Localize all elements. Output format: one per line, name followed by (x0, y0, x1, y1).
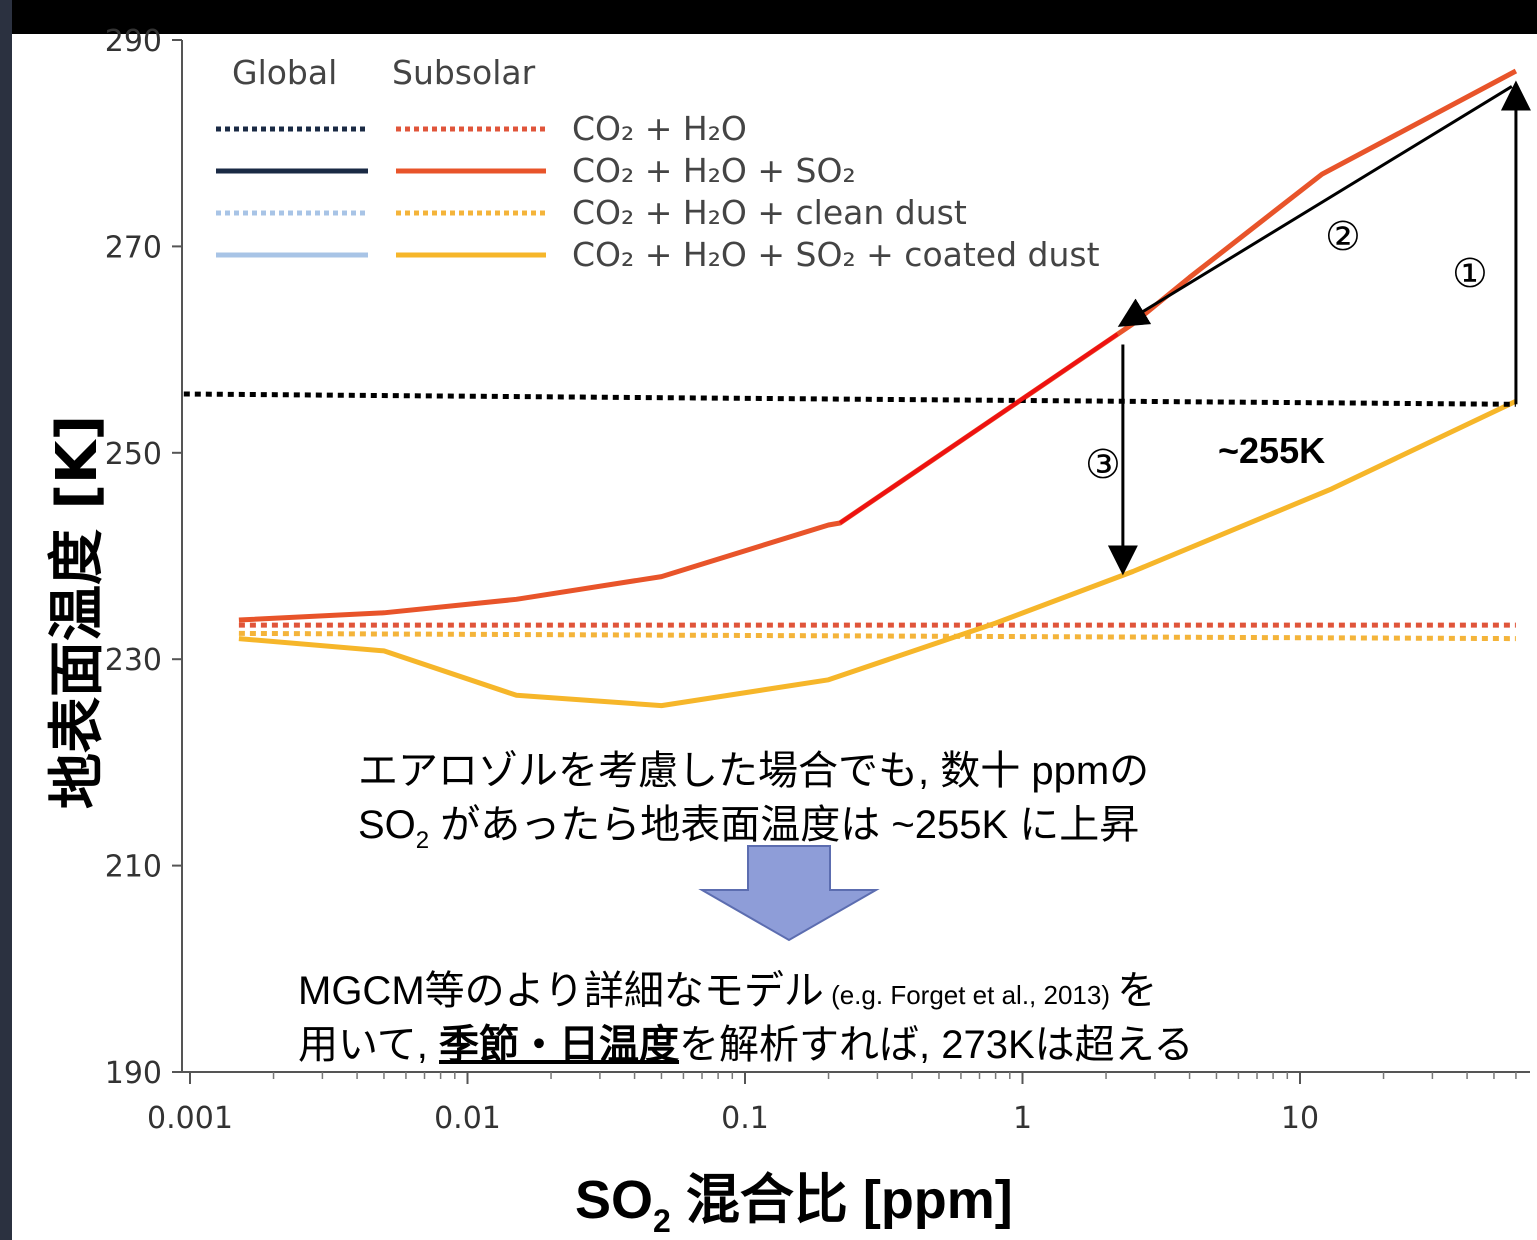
series-coated_dust (238, 398, 1517, 709)
arrow-layer (1107, 80, 1531, 576)
x-tick-label: 10 (1281, 1101, 1319, 1136)
arrow-label-2: ② (1325, 214, 1361, 260)
y-tick-label: 270 (105, 230, 162, 265)
y-tick-label: 210 (105, 850, 162, 885)
arrow-2 (1117, 85, 1513, 327)
arrow-label-1: ① (1452, 251, 1488, 297)
annotation-line-3: MGCM等のより詳細なモデル (e.g. Forget et al., 2013… (298, 969, 1157, 1013)
series-layer (183, 68, 1518, 709)
x-tick-label: 0.001 (147, 1101, 233, 1136)
annotation-line-2: SO2 があったら地表面温度は ~255K に上昇 (358, 803, 1139, 854)
axis-ticks: 290 270 250 230 210 190 0.001 0.01 0.1 1 10 (105, 24, 1517, 1136)
x-tick-label: 1 (1013, 1101, 1032, 1136)
y-tick-label: 190 (105, 1056, 162, 1091)
series-so2 (238, 68, 1518, 623)
y-tick-label: 230 (105, 643, 162, 678)
legend-label: CO₂ + H₂O + SO₂ (572, 151, 856, 190)
annotation-line-4: 用いて, 季節・日温度を解析すれば, 273Kは超える (298, 1023, 1193, 1067)
series-global_ref (183, 391, 1516, 407)
legend-label: CO₂ + H₂O + clean dust (572, 193, 967, 232)
left-frame-bar (0, 0, 12, 1240)
y-tick-label: 250 (105, 437, 162, 472)
series-clean_dust (238, 630, 1516, 642)
annotation-line-1: エアロゾルを考慮した場合でも, 数十 ppmの (358, 749, 1149, 793)
highlight-segment (838, 332, 1119, 525)
arrow-label-3: ③ (1085, 442, 1121, 488)
down-arrow-shape (698, 845, 880, 942)
legend-label: CO₂ + H₂O (572, 109, 747, 148)
y-axis-label: 地表面温度 [K] (45, 415, 110, 809)
k255-label: ~255K (1218, 430, 1325, 471)
x-tick-label: 0.01 (434, 1101, 501, 1136)
legend-col-subsolar: Subsolar (392, 53, 536, 92)
legend-col-global: Global (232, 53, 337, 92)
top-frame-bar (0, 0, 1537, 34)
y-tick-label: 290 (105, 24, 162, 59)
x-tick-label: 0.1 (721, 1101, 769, 1136)
x-axis-label: SO2 混合比 [ppm] (575, 1170, 1013, 1239)
legend-label: CO₂ + H₂O + SO₂ + coated dust (572, 235, 1100, 274)
